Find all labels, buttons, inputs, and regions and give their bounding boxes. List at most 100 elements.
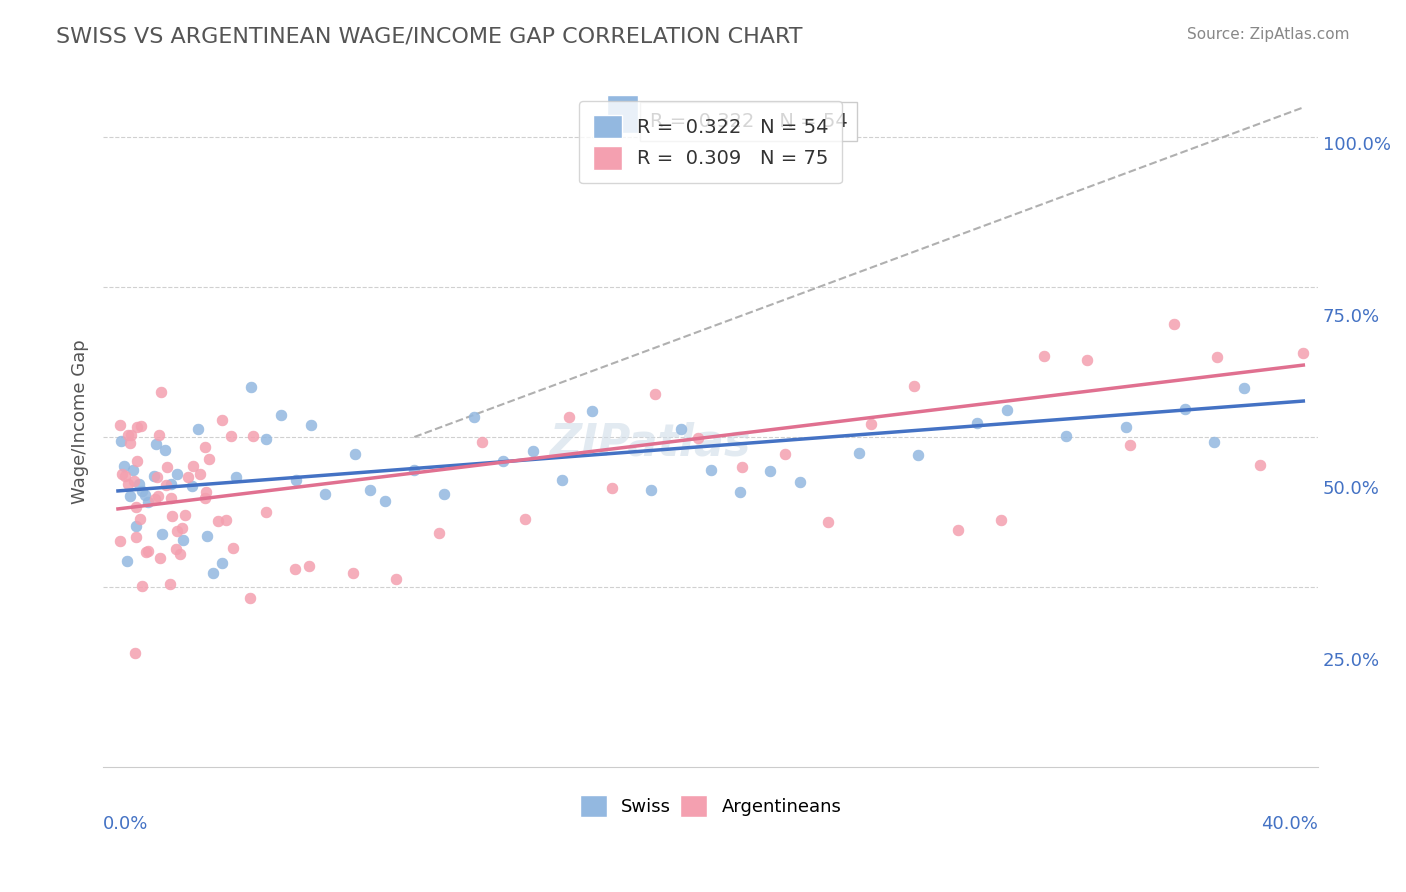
Point <box>551 473 574 487</box>
Point <box>342 566 364 580</box>
Point <box>515 512 537 526</box>
Point <box>108 534 131 549</box>
Point <box>172 533 194 547</box>
Point <box>239 591 262 606</box>
Point <box>197 452 219 467</box>
Point <box>190 467 212 482</box>
Point <box>194 440 217 454</box>
Point <box>124 530 146 544</box>
Point <box>344 447 367 461</box>
Point <box>166 524 188 538</box>
Legend: Swiss, Argentineans: Swiss, Argentineans <box>571 787 851 827</box>
Point <box>219 428 242 442</box>
Point <box>600 481 623 495</box>
Point <box>117 427 139 442</box>
Point <box>134 488 156 502</box>
Point <box>1163 318 1185 332</box>
Point <box>384 572 406 586</box>
Point <box>640 483 662 497</box>
Point <box>110 434 132 448</box>
Point <box>135 545 157 559</box>
Point <box>176 470 198 484</box>
Point <box>374 494 396 508</box>
Point <box>730 460 752 475</box>
Text: SWISS VS ARGENTINEAN WAGE/INCOME GAP CORRELATION CHART: SWISS VS ARGENTINEAN WAGE/INCOME GAP COR… <box>56 27 803 46</box>
Point <box>759 464 782 478</box>
Y-axis label: Wage/Income Gap: Wage/Income Gap <box>72 340 89 504</box>
Text: Source: ZipAtlas.com: Source: ZipAtlas.com <box>1187 27 1350 42</box>
Point <box>166 467 188 481</box>
Point <box>194 491 217 505</box>
Point <box>1076 353 1098 368</box>
Point <box>121 463 143 477</box>
Point <box>1205 350 1227 364</box>
Point <box>159 491 181 506</box>
Text: ZIPatlas: ZIPatlas <box>550 421 751 464</box>
Point <box>903 379 925 393</box>
Point <box>1174 402 1197 417</box>
Point <box>131 579 153 593</box>
Point <box>907 448 929 462</box>
Point <box>522 443 544 458</box>
Point <box>195 529 218 543</box>
Point <box>990 512 1012 526</box>
Point <box>1119 438 1142 452</box>
Text: R =  0.322    N = 54: R = 0.322 N = 54 <box>650 112 848 131</box>
Point <box>1249 458 1271 473</box>
Point <box>152 527 174 541</box>
Point <box>433 487 456 501</box>
Point <box>284 562 307 576</box>
Point <box>314 486 336 500</box>
Point <box>114 469 136 483</box>
Point <box>860 417 883 431</box>
Point <box>1115 419 1137 434</box>
Point <box>115 554 138 568</box>
Point <box>181 459 204 474</box>
Point <box>404 463 426 477</box>
Point <box>195 485 218 500</box>
Point <box>359 483 381 498</box>
Point <box>169 548 191 562</box>
Point <box>125 519 148 533</box>
Point <box>125 454 148 468</box>
Point <box>557 410 579 425</box>
Point <box>995 403 1018 417</box>
Point <box>581 403 603 417</box>
Point <box>644 387 666 401</box>
Point <box>1033 350 1056 364</box>
Point <box>946 523 969 537</box>
Point <box>225 470 247 484</box>
Point <box>117 477 139 491</box>
Point <box>1204 434 1226 449</box>
Point <box>160 508 183 523</box>
Point <box>159 576 181 591</box>
Point <box>128 477 150 491</box>
Point <box>155 443 177 458</box>
Point <box>136 543 159 558</box>
Point <box>201 566 224 581</box>
Point <box>150 384 173 399</box>
Point <box>131 483 153 498</box>
Point <box>773 447 796 461</box>
Point <box>112 459 135 474</box>
Point <box>299 417 322 432</box>
Point <box>165 542 187 557</box>
Point <box>142 469 165 483</box>
Point <box>155 477 177 491</box>
Point <box>207 514 229 528</box>
Point <box>240 380 263 394</box>
Text: 0.0%: 0.0% <box>103 814 149 832</box>
Point <box>122 474 145 488</box>
Point <box>181 479 204 493</box>
Point <box>1233 380 1256 394</box>
Point <box>145 436 167 450</box>
Point <box>156 459 179 474</box>
Point <box>146 490 169 504</box>
Point <box>730 485 752 500</box>
Point <box>254 505 277 519</box>
Point <box>1054 429 1077 443</box>
Point <box>427 526 450 541</box>
Point <box>284 473 307 487</box>
Point <box>118 435 141 450</box>
Point <box>129 418 152 433</box>
